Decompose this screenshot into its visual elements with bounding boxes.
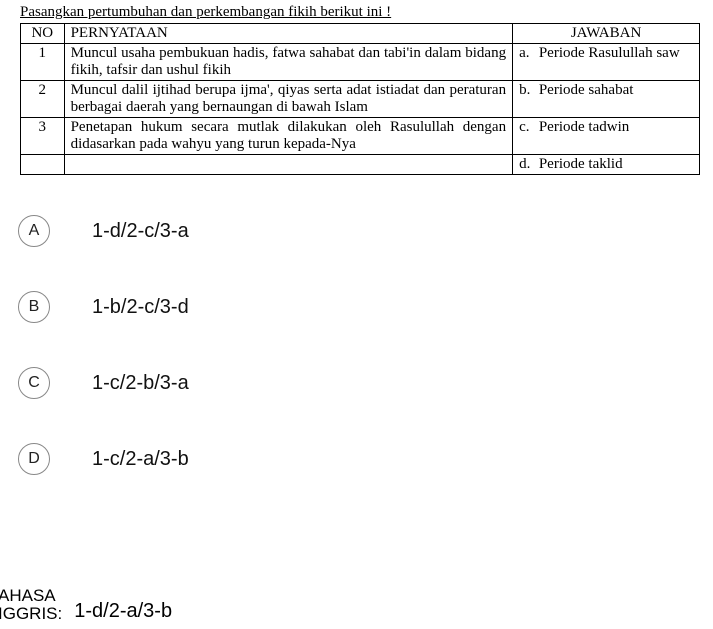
option-letter-circle: B: [18, 291, 50, 323]
option-text: 1-b/2-c/3-d: [92, 296, 189, 319]
option-letter-circle: D: [18, 443, 50, 475]
footer-text: 1-d/2-a/3-b: [74, 600, 172, 623]
option-text: 1-c/2-b/3-a: [92, 372, 189, 395]
answer-text: Periode tadwin: [539, 119, 629, 135]
answer-index: c.: [519, 119, 535, 136]
option-letter: D: [28, 450, 40, 468]
table-row: d. Periode taklid: [21, 155, 700, 175]
cell-no: [21, 155, 65, 175]
option-row[interactable]: A 1-d/2-c/3-a: [18, 215, 713, 247]
answer-text: Periode Rasulullah saw: [539, 45, 680, 61]
instruction-text: Pasangkan pertumbuhan dan perkembangan f…: [0, 0, 713, 23]
footer: AHASA IGGRIS: 1-d/2-a/3-b: [0, 587, 172, 623]
option-text: 1-c/2-a/3-b: [92, 448, 189, 471]
option-letter: C: [28, 374, 40, 392]
cell-no: 2: [21, 81, 65, 118]
cell-answer: a. Periode Rasulullah saw: [513, 44, 700, 81]
option-letter-circle: C: [18, 367, 50, 399]
cell-statement: Muncul usaha pembukuan hadis, fatwa saha…: [64, 44, 513, 81]
table-row: 1 Muncul usaha pembukuan hadis, fatwa sa…: [21, 44, 700, 81]
matching-table: NO PERNYATAAN JAWABAN 1 Muncul usaha pem…: [20, 23, 700, 175]
cell-no: 1: [21, 44, 65, 81]
footer-label: AHASA IGGRIS:: [0, 587, 62, 623]
options-list: A 1-d/2-c/3-a B 1-b/2-c/3-d C 1-c/2-b/3-…: [0, 215, 713, 475]
option-letter: A: [29, 222, 40, 240]
cell-answer: b. Periode sahabat: [513, 81, 700, 118]
option-row[interactable]: C 1-c/2-b/3-a: [18, 367, 713, 399]
cell-statement: [64, 155, 513, 175]
option-letter-circle: A: [18, 215, 50, 247]
table-row: 2 Muncul dalil ijtihad berupa ijma', qiy…: [21, 81, 700, 118]
cell-statement: Muncul dalil ijtihad berupa ijma', qiyas…: [64, 81, 513, 118]
header-no: NO: [21, 24, 65, 44]
option-text: 1-d/2-c/3-a: [92, 220, 189, 243]
option-row[interactable]: D 1-c/2-a/3-b: [18, 443, 713, 475]
footer-label-line2: IGGRIS:: [0, 605, 62, 623]
answer-index: a.: [519, 45, 535, 62]
table-header-row: NO PERNYATAAN JAWABAN: [21, 24, 700, 44]
cell-answer: c. Periode tadwin: [513, 118, 700, 155]
header-statement: PERNYATAAN: [64, 24, 513, 44]
footer-label-line1: AHASA: [0, 587, 62, 605]
cell-no: 3: [21, 118, 65, 155]
answer-index: d.: [519, 156, 535, 173]
option-row[interactable]: B 1-b/2-c/3-d: [18, 291, 713, 323]
option-letter: B: [29, 298, 40, 316]
cell-answer: d. Periode taklid: [513, 155, 700, 175]
header-answer: JAWABAN: [513, 24, 700, 44]
cell-statement: Penetapan hukum secara mutlak dilakukan …: [64, 118, 513, 155]
table-row: 3 Penetapan hukum secara mutlak dilakuka…: [21, 118, 700, 155]
answer-text: Periode taklid: [539, 156, 623, 172]
answer-text: Periode sahabat: [539, 82, 634, 98]
answer-index: b.: [519, 82, 535, 99]
